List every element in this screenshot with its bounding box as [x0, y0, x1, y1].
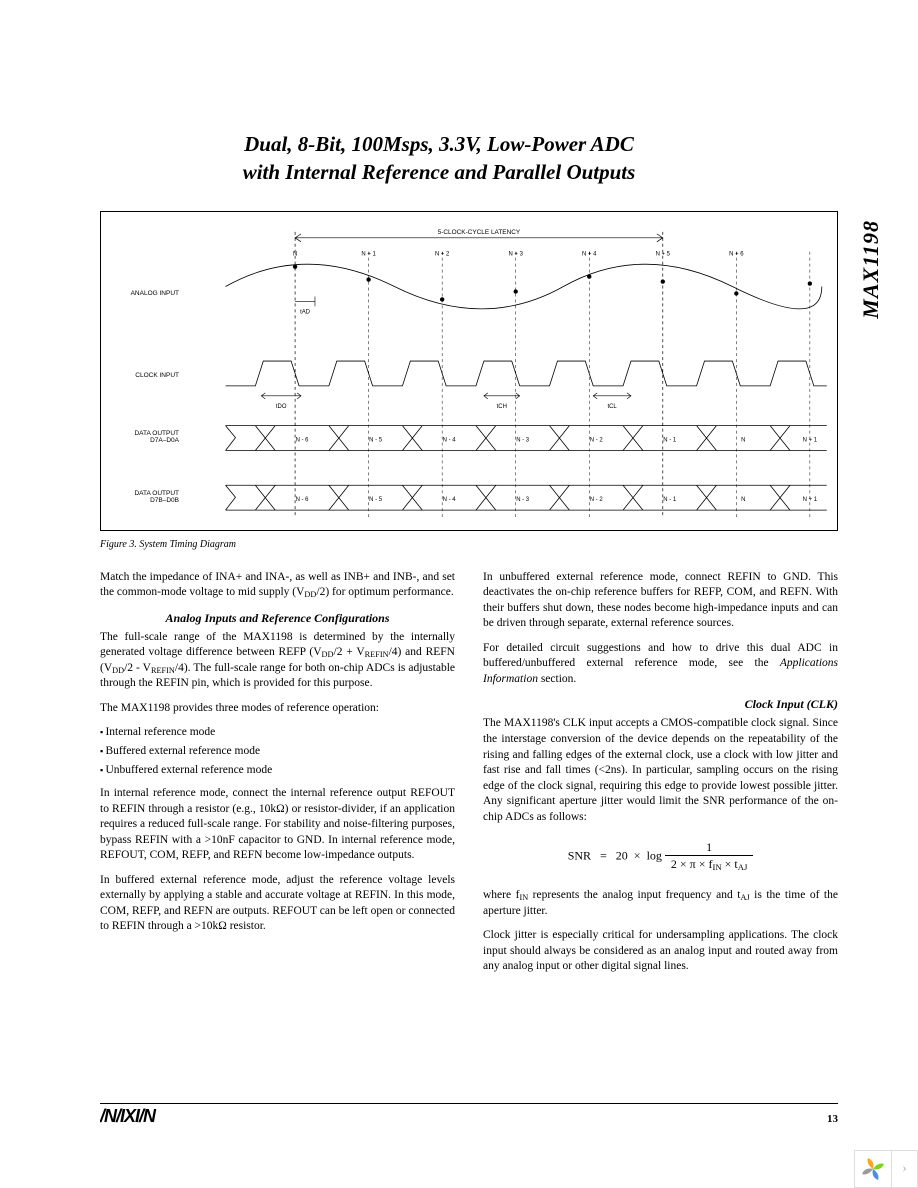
svg-text:N - 6: N - 6	[296, 497, 310, 503]
svg-text:N: N	[741, 437, 745, 443]
figure-caption: Figure 3. System Timing Diagram	[100, 539, 838, 550]
label-analog-input: ANALOG INPUT	[107, 290, 179, 297]
title-line-1: Dual, 8-Bit, 100Msps, 3.3V, Low-Power AD…	[244, 132, 634, 156]
svg-text:N + 1: N + 1	[361, 251, 376, 257]
right-p3: The MAX1198's CLK input accepts a CMOS-c…	[483, 716, 838, 825]
petal-icon[interactable]	[854, 1150, 892, 1188]
page-footer: /N/IXI/N 13	[100, 1103, 838, 1132]
svg-text:N - 6: N - 6	[296, 437, 310, 443]
body-columns: Match the impedance of INA+ and INA-, as…	[100, 570, 838, 984]
timing-diagram-svg: 5-CLOCK-CYCLE LATENCY NN + 1 N + 2N + 3 …	[101, 212, 837, 530]
label-clock-input: CLOCK INPUT	[107, 372, 179, 379]
svg-text:tAD: tAD	[300, 309, 311, 315]
mode-item: Unbuffered external reference mode	[100, 763, 455, 779]
left-p4: In internal reference mode, connect the …	[100, 786, 455, 864]
svg-text:N + 1: N + 1	[803, 437, 818, 443]
right-p4: where fIN represents the analog input fr…	[483, 888, 838, 919]
left-p5: In buffered external reference mode, adj…	[100, 873, 455, 935]
right-p2: For detailed circuit suggestions and how…	[483, 641, 838, 688]
svg-text:tCL: tCL	[607, 403, 617, 409]
heading-clock-input: Clock Input (CLK)	[483, 696, 838, 712]
reference-modes-list: Internal reference mode Buffered externa…	[100, 725, 455, 778]
svg-text:N + 3: N + 3	[509, 251, 524, 257]
timing-diagram: 5-CLOCK-CYCLE LATENCY NN + 1 N + 2N + 3 …	[100, 211, 838, 531]
svg-text:N: N	[741, 497, 745, 503]
right-column: In unbuffered external reference mode, c…	[483, 570, 838, 984]
svg-text:N + 6: N + 6	[729, 251, 744, 257]
svg-text:N + 4: N + 4	[582, 251, 597, 257]
part-number: MAX1198	[858, 220, 884, 319]
corner-widget[interactable]: ›	[854, 1150, 918, 1188]
svg-text:N - 1: N - 1	[663, 497, 677, 503]
heading-analog-inputs: Analog Inputs and Reference Configuratio…	[100, 610, 455, 626]
svg-text:N - 5: N - 5	[369, 437, 383, 443]
maxim-logo: /N/IXI/N	[100, 1106, 192, 1132]
svg-text:N - 2: N - 2	[590, 497, 604, 503]
svg-text:N - 4: N - 4	[443, 497, 457, 503]
right-p1: In unbuffered external reference mode, c…	[483, 570, 838, 632]
page-title: Dual, 8-Bit, 100Msps, 3.3V, Low-Power AD…	[100, 130, 838, 187]
right-p5: Clock jitter is especially critical for …	[483, 928, 838, 975]
chevron-right-icon[interactable]: ›	[892, 1150, 918, 1188]
left-p1: Match the impedance of INA+ and INA-, as…	[100, 570, 455, 601]
mode-item: Buffered external reference mode	[100, 744, 455, 760]
svg-text:N - 5: N - 5	[369, 497, 383, 503]
svg-text:N: N	[293, 251, 297, 257]
label-data-b: DATA OUTPUT D7B–D0B	[107, 490, 179, 504]
left-p2: The full-scale range of the MAX1198 is d…	[100, 630, 455, 692]
left-p3: The MAX1198 provides three modes of refe…	[100, 701, 455, 717]
svg-text:N - 3: N - 3	[516, 437, 530, 443]
svg-text:tCH: tCH	[497, 403, 507, 409]
left-column: Match the impedance of INA+ and INA-, as…	[100, 570, 455, 984]
svg-text:N - 3: N - 3	[516, 497, 530, 503]
svg-text:N + 5: N + 5	[656, 251, 671, 257]
svg-text:N - 4: N - 4	[443, 437, 457, 443]
title-line-2: with Internal Reference and Parallel Out…	[243, 160, 636, 184]
snr-formula: SNR = 20 × log 12 × π × fIN × tAJ	[483, 839, 838, 874]
label-data-a: DATA OUTPUT D7A–D0A	[107, 430, 179, 444]
svg-text:tDO: tDO	[276, 403, 287, 409]
svg-text:N + 2: N + 2	[435, 251, 450, 257]
svg-text:N - 2: N - 2	[590, 437, 604, 443]
svg-text:N - 1: N - 1	[663, 437, 677, 443]
svg-text:5-CLOCK-CYCLE LATENCY: 5-CLOCK-CYCLE LATENCY	[438, 229, 521, 236]
mode-item: Internal reference mode	[100, 725, 455, 741]
svg-text:/N/IXI/N: /N/IXI/N	[100, 1106, 157, 1126]
page-number: 13	[827, 1113, 838, 1125]
svg-text:N + 1: N + 1	[803, 497, 818, 503]
